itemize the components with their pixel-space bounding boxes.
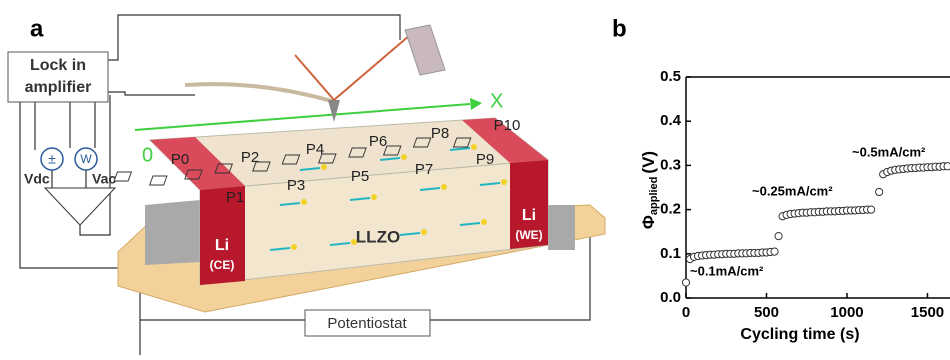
ac-symbol: W (80, 152, 92, 166)
axis-x-label: X (490, 90, 503, 112)
y-tick-label: 0.5 (660, 68, 681, 85)
electrode (145, 200, 200, 265)
y-tick-label: 0.0 (660, 289, 681, 306)
x-tick-label: 1000 (830, 304, 863, 321)
point-label: P7 (415, 161, 433, 178)
cantilever (185, 84, 335, 102)
x-tick-label: 1500 (911, 304, 944, 321)
y-label-subscript: applied (648, 177, 660, 216)
data-point (876, 188, 883, 195)
point-label: P1 (226, 189, 244, 206)
annotation: ~0.5mA/cm² (852, 144, 926, 159)
laser (334, 35, 410, 100)
panel-label: b (612, 15, 627, 42)
ion (301, 199, 307, 205)
point-label: P6 (369, 133, 387, 150)
ce-label: (CE) (210, 258, 235, 272)
y-tick-label: 0.3 (660, 156, 681, 173)
tip (328, 100, 340, 122)
y-label-unit: (V) (639, 151, 658, 174)
electrolyte-label: LLZO (356, 227, 400, 246)
ion (291, 244, 297, 250)
amplifier (45, 188, 115, 225)
ce-label: Li (215, 237, 229, 254)
annotation: ~0.1mA/cm² (690, 263, 764, 278)
data-point (868, 206, 875, 213)
data-point (775, 233, 782, 240)
ion (481, 219, 487, 225)
potentiostat-label: Potentiostat (327, 315, 407, 332)
point-label: P2 (241, 149, 259, 166)
data-point (771, 248, 778, 255)
we-label: Li (522, 207, 536, 224)
point-label: P3 (287, 177, 305, 194)
x-tick-label: 500 (754, 304, 779, 321)
page: a Lock in amplifier ± W Vdc Vac X 0 (0, 0, 950, 360)
y-tick-label: 0.2 (660, 201, 681, 218)
point-label: P5 (351, 168, 369, 185)
y-tick-label: 0.4 (660, 112, 682, 129)
point-label: P10 (494, 117, 521, 134)
ion (501, 179, 507, 185)
point-label: P9 (476, 151, 494, 168)
y-label-symbol: Φ (639, 215, 658, 229)
x-tick-label: 0 (682, 304, 690, 321)
ion (421, 229, 427, 235)
panel-b: b Φapplied (V) Cycling time (s) 0.0 0.1 0.2… (612, 15, 950, 343)
axis-origin-label: 0 (142, 144, 153, 166)
point-label: P0 (171, 151, 189, 168)
vac-label: Vac (92, 171, 116, 187)
ion (321, 164, 327, 170)
ion (441, 184, 447, 190)
ion (371, 194, 377, 200)
figure: a Lock in amplifier ± W Vdc Vac X 0 (0, 0, 950, 360)
y-axis-label: Φapplied (V) (639, 151, 659, 229)
wire (108, 15, 400, 60)
data-point (944, 163, 950, 170)
photodetector (405, 25, 445, 75)
we-label: (WE) (515, 228, 542, 242)
arrow-head (470, 98, 482, 110)
wire (108, 92, 195, 95)
data-point (682, 279, 689, 286)
ion (401, 154, 407, 160)
electrode (548, 205, 575, 250)
panel-label: a (30, 15, 44, 42)
point-label: P8 (431, 125, 449, 142)
panel-a: a Lock in amplifier ± W Vdc Vac X 0 (8, 15, 605, 355)
vdc-label: Vdc (24, 171, 50, 187)
dc-symbol: ± (48, 151, 56, 167)
y-tick-label: 0.1 (660, 245, 681, 262)
probe-point (114, 172, 131, 181)
probe-point (150, 176, 167, 185)
annotation: ~0.25mA/cm² (752, 183, 833, 198)
lock-in-label: amplifier (25, 79, 92, 96)
ion (471, 144, 477, 150)
x-axis-label: Cycling time (s) (740, 326, 859, 343)
lock-in-label: Lock in (30, 57, 86, 74)
